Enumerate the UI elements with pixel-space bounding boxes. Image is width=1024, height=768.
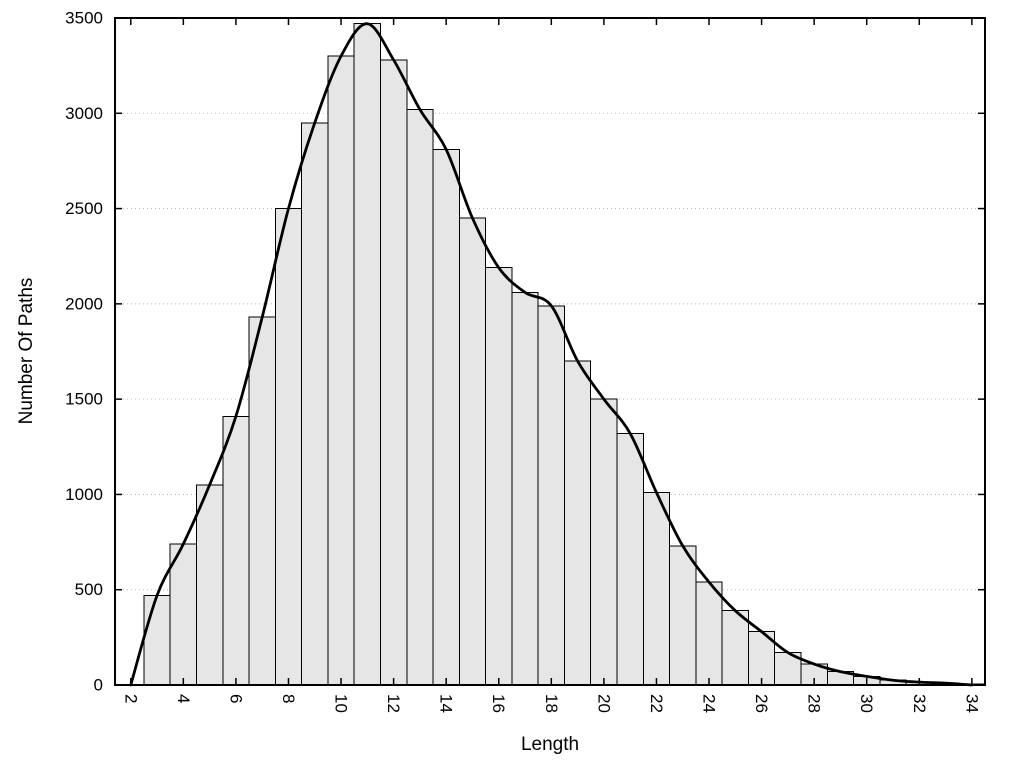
histogram-bar: [406, 108, 434, 686]
y-tick-label: 1500: [65, 390, 103, 409]
x-tick-label: 28: [805, 694, 824, 713]
x-tick-label: 2: [121, 694, 140, 703]
y-tick-label: 500: [75, 580, 103, 599]
x-tick-label: 34: [962, 694, 981, 713]
histogram-bar: [274, 208, 303, 686]
histogram-bar: [642, 492, 671, 686]
x-tick-label: 26: [752, 694, 771, 713]
histogram-bar: [616, 432, 644, 686]
x-tick-label: 22: [647, 694, 666, 713]
x-tick-label: 10: [332, 694, 351, 713]
histogram-bar: [563, 360, 592, 686]
histogram-bar: [537, 305, 565, 686]
histogram-bar: [301, 122, 329, 686]
y-tick-label: 2500: [65, 199, 103, 218]
histogram-bar: [222, 415, 250, 686]
x-axis-title: Length: [520, 734, 580, 755]
histogram-bar: [511, 291, 539, 686]
histogram-bar: [669, 545, 697, 686]
y-tick-label: 0: [94, 676, 103, 695]
density-curve: [129, 22, 974, 687]
y-tick-label: 1000: [65, 485, 103, 504]
y-tick-label: 2000: [65, 294, 103, 313]
plot-frame: [114, 17, 986, 686]
histogram-bar: [432, 148, 460, 686]
y-tick-label: 3500: [65, 9, 103, 28]
y-tick-label: 3000: [65, 104, 103, 123]
x-tick-label: 8: [279, 694, 298, 703]
x-tick-label: 16: [489, 694, 508, 713]
histogram-bar: [248, 316, 276, 686]
x-tick-label: 18: [542, 694, 561, 713]
x-tick-label: 24: [700, 694, 719, 713]
histogram-bar: [195, 484, 224, 686]
x-tick-label: 4: [174, 694, 193, 703]
histogram-bar: [353, 23, 381, 686]
histogram-bar: [695, 581, 723, 686]
x-tick-label: 14: [437, 694, 456, 713]
histogram-bar: [721, 610, 749, 686]
histogram-bar: [485, 267, 513, 686]
histogram-bar: [327, 55, 355, 686]
histogram-bar: [458, 217, 487, 686]
histogram-bar: [143, 594, 171, 686]
x-tick-label: 12: [384, 694, 403, 713]
histogram-bar: [379, 59, 408, 686]
histogram-bar: [169, 543, 197, 686]
x-tick-label: 30: [857, 694, 876, 713]
x-tick-label: 6: [226, 694, 245, 703]
x-tick-label: 32: [910, 694, 929, 713]
y-axis-title: Number Of Paths: [16, 277, 37, 425]
histogram-bar: [590, 398, 618, 686]
x-tick-label: 20: [594, 694, 613, 713]
